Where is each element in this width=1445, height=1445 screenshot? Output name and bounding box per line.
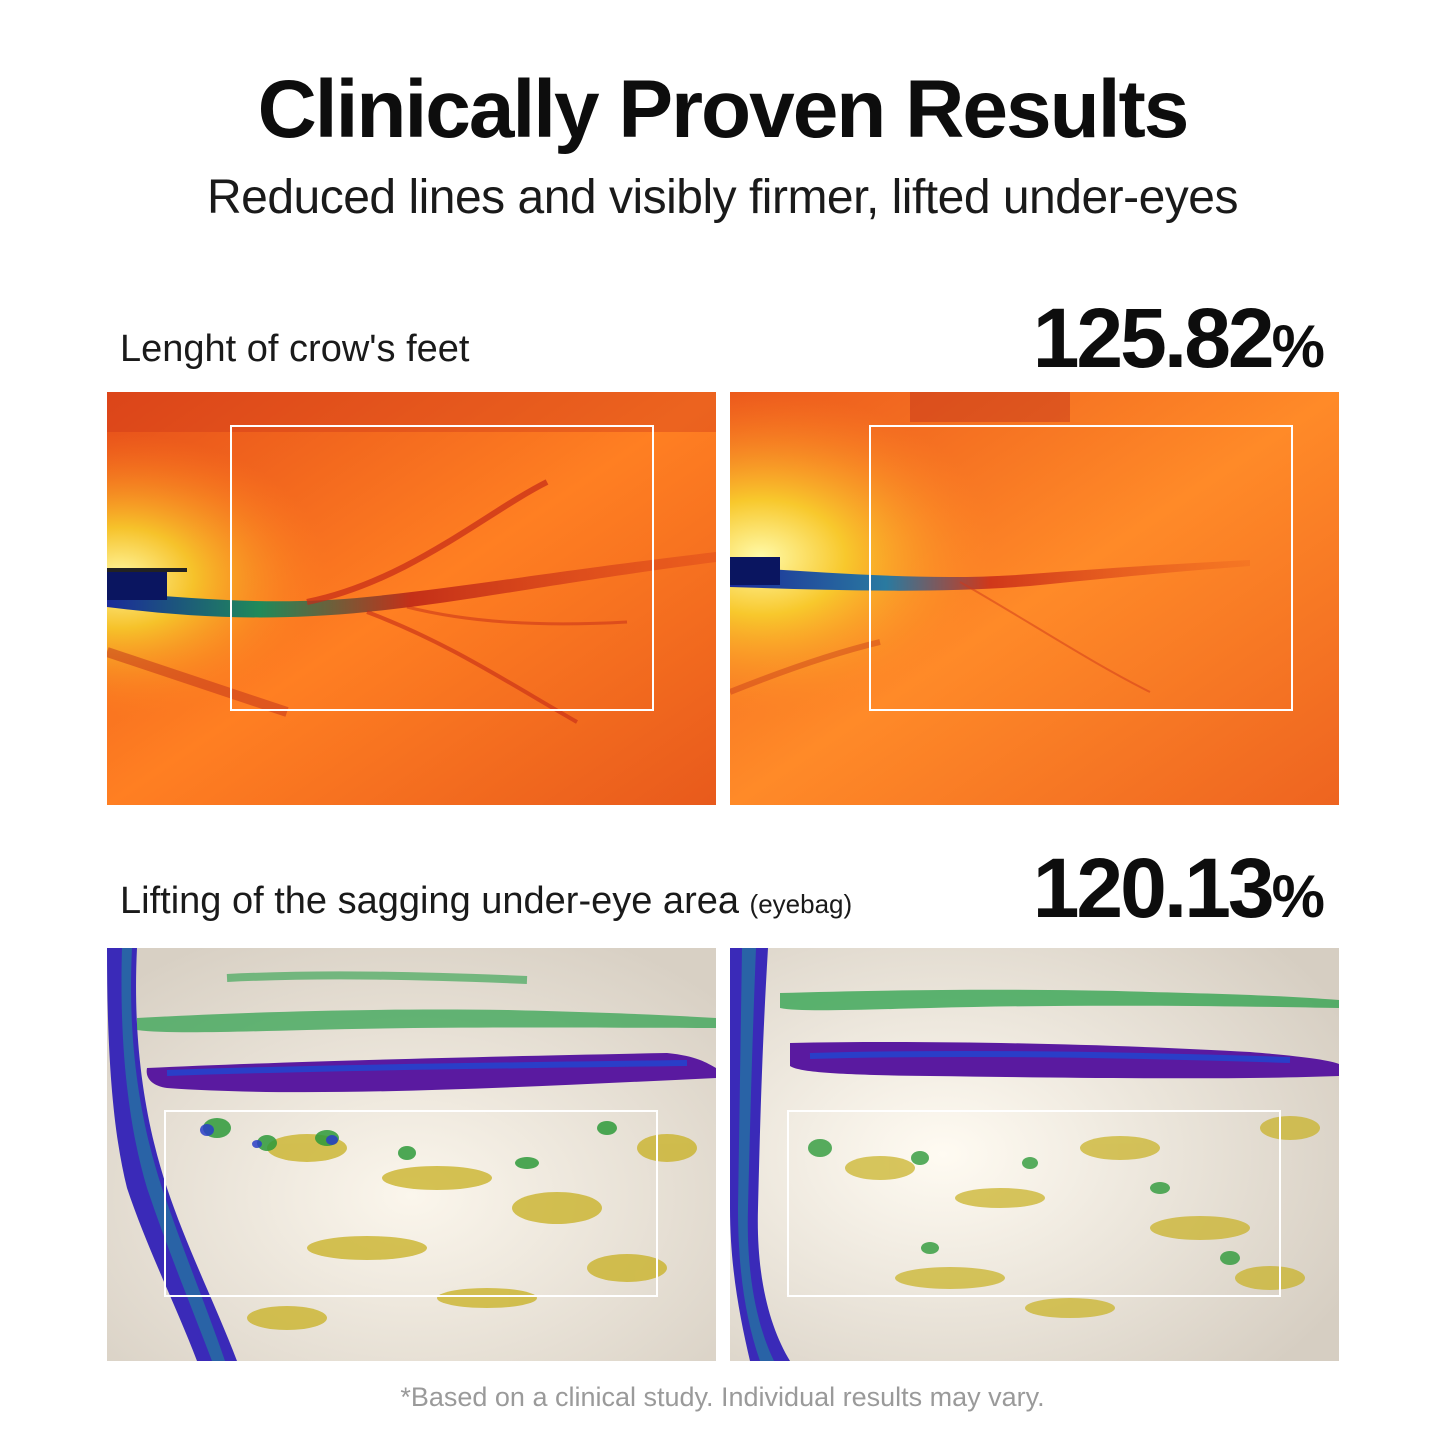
metric-value-crows-feet: 125.82%	[1033, 290, 1325, 395]
crows-feet-before-image	[107, 392, 716, 805]
eyebag-after-image	[730, 948, 1339, 1361]
page-title: Clinically Proven Results	[257, 64, 1190, 155]
eyebag-before-image	[107, 948, 716, 1361]
metric-value-number: 125.82	[1032, 291, 1275, 385]
metric-label-eyebag: Lifting of the sagging under-eye area (e…	[120, 878, 852, 927]
eyebag-after-roi-box	[787, 1110, 1281, 1297]
eyebag-before-roi-box	[164, 1110, 658, 1297]
metric-label-text: Lifting of the sagging under-eye area	[120, 880, 739, 922]
metric-value-eyebag: 120.13%	[1033, 840, 1325, 945]
metric-value-unit: %	[1271, 863, 1325, 930]
page-subtitle: Reduced lines and visibly firmer, lifted…	[206, 171, 1239, 224]
footnote: *Based on a clinical study. Individual r…	[400, 1382, 1045, 1412]
crows-feet-before-roi-box	[230, 425, 654, 711]
crows-feet-after-roi-box	[869, 425, 1293, 711]
metric-label-crows-feet: Lenght of crow's feet	[120, 326, 469, 372]
metric-label-note: (eyebag)	[749, 889, 853, 919]
crows-feet-after-image	[730, 392, 1339, 805]
metric-value-unit: %	[1271, 313, 1325, 380]
metric-label-text: Lenght of crow's feet	[120, 328, 470, 370]
metric-value-number: 120.13	[1032, 841, 1275, 935]
